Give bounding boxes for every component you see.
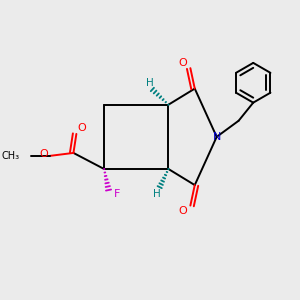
Text: H: H <box>146 78 154 88</box>
Text: CH₃: CH₃ <box>2 151 20 161</box>
Text: F: F <box>113 189 120 199</box>
Text: H: H <box>154 189 161 199</box>
Text: O: O <box>179 58 188 68</box>
Text: O: O <box>179 206 188 216</box>
Text: O: O <box>39 149 48 159</box>
Text: N: N <box>212 132 221 142</box>
Text: O: O <box>77 123 86 133</box>
